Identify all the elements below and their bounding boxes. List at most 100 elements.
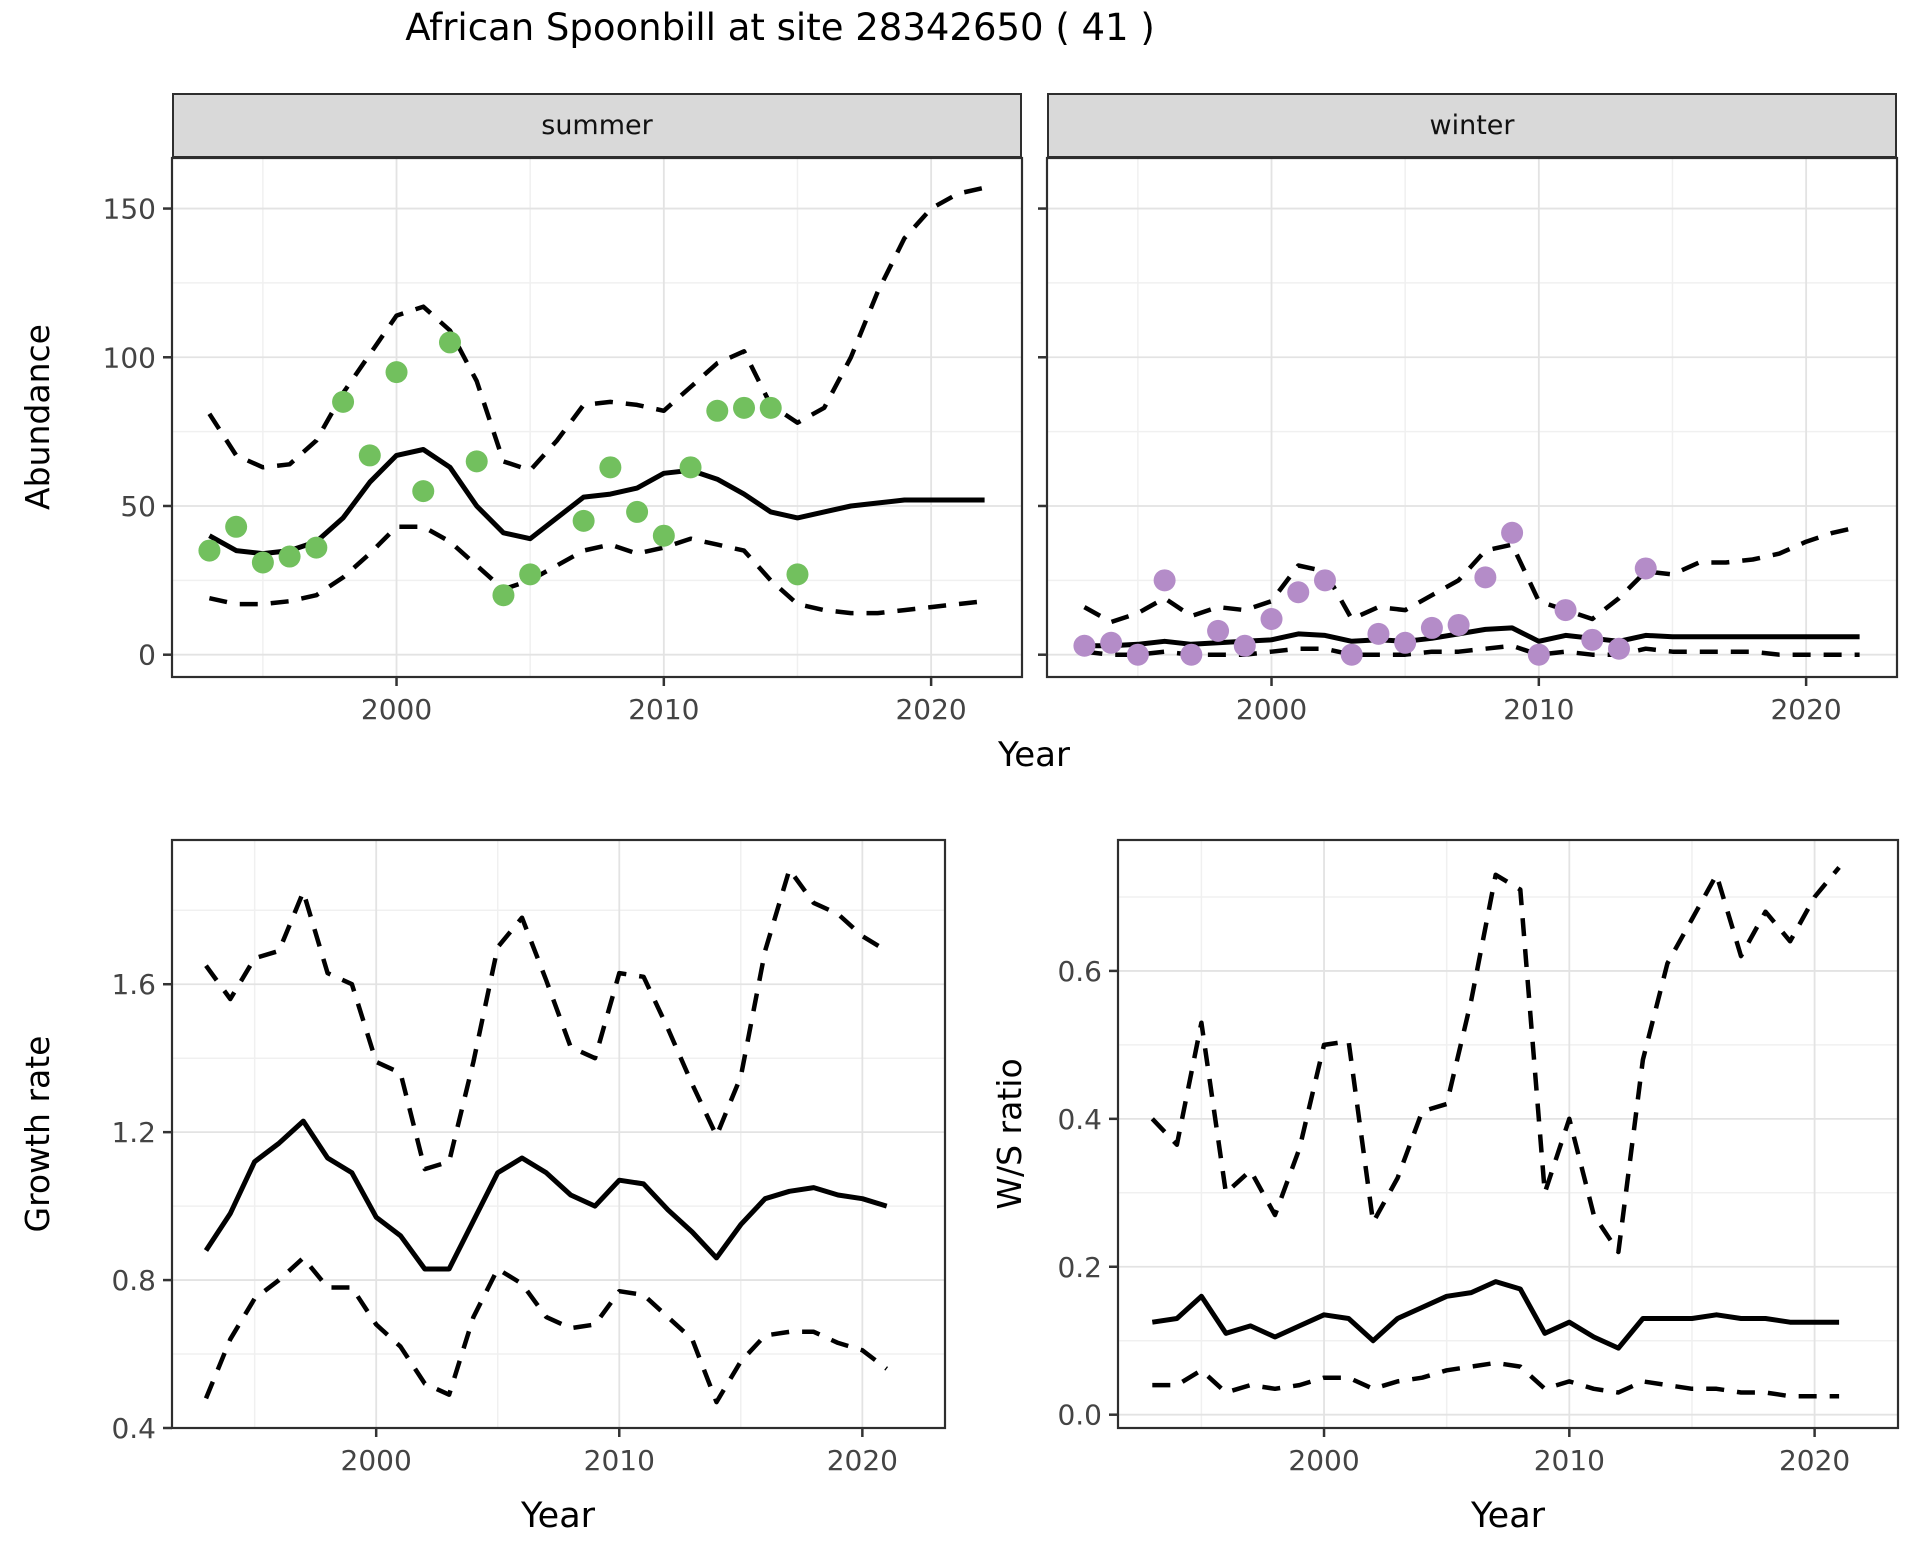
- observation-point: [412, 480, 435, 503]
- median-line: [1151, 1279, 1840, 1351]
- x-tick-label: 2020: [827, 1444, 898, 1477]
- y-tick-label: 1.2: [111, 1116, 156, 1149]
- x-tick-label: 2020: [1770, 693, 1841, 726]
- observation-point: [198, 539, 221, 562]
- x-axis-title-bottom-right: Year: [1470, 1496, 1546, 1536]
- observation-point: [706, 399, 729, 422]
- observation-point: [1608, 637, 1631, 660]
- lower-ci-line: [203, 1255, 889, 1405]
- observation-point: [1126, 643, 1149, 666]
- x-tick-label: 2010: [1534, 1444, 1605, 1477]
- panel-ws-ratio: 2000 2010 2020 0.0 0.2 0.4 0.6: [1057, 838, 1900, 1477]
- observation-point: [519, 563, 542, 586]
- upper-ci-line: [1083, 524, 1861, 625]
- x-tick-label: 2000: [341, 1444, 412, 1477]
- median-line: [208, 447, 985, 557]
- observation-point: [1527, 643, 1550, 666]
- observation-point: [759, 396, 782, 419]
- observation-point: [1634, 557, 1657, 580]
- observation-point: [599, 456, 622, 479]
- facet-strip-summer-label: summer: [541, 110, 653, 141]
- observation-point: [626, 500, 649, 523]
- panel-border: [170, 838, 947, 1430]
- x-axis-title-bottom-left: Year: [520, 1496, 596, 1536]
- panel-abundance-summer: 2000 2010 2020 0 50 100 150: [103, 156, 1024, 726]
- x-tick-label: 2020: [1779, 1444, 1850, 1477]
- observation-point: [1260, 608, 1283, 631]
- observation-point: [225, 515, 248, 538]
- y-tick-label: 1.6: [111, 968, 156, 1001]
- y-axis-title-abundance: Abundance: [18, 324, 57, 510]
- panel-growth-rate: 2000 2010 2020 0.4 0.8 1.2 1.6: [111, 838, 947, 1477]
- x-axis-title-top: Year: [998, 735, 1070, 775]
- panel-abundance-winter: 2000 2010 2020: [1038, 156, 1899, 726]
- y-tick-label: 50: [120, 490, 156, 523]
- panel-border: [170, 156, 1024, 679]
- observation-point: [679, 456, 702, 479]
- observation-point: [1340, 643, 1363, 666]
- observation-point: [572, 509, 595, 532]
- facet-strip-summer: summer: [172, 93, 1022, 158]
- observation-point: [1394, 631, 1417, 654]
- observation-point: [1180, 643, 1203, 666]
- observation-point: [1313, 569, 1336, 592]
- observation-point: [1474, 566, 1497, 589]
- y-tick-label: 0.4: [111, 1412, 156, 1445]
- observation-point: [733, 396, 756, 419]
- observation-point: [358, 444, 381, 467]
- upper-ci-line: [204, 867, 888, 1172]
- y-tick-label: 0.2: [1057, 1251, 1102, 1284]
- observation-point: [652, 524, 675, 547]
- lower-ci-line: [1152, 1360, 1840, 1399]
- y-tick-label: 100: [103, 341, 156, 374]
- observation-point: [1501, 521, 1524, 544]
- facet-strip-winter: winter: [1047, 93, 1897, 158]
- upper-ci-line: [1150, 865, 1841, 1255]
- y-axis-title-growth-rate: Growth rate: [18, 1035, 57, 1233]
- observation-point: [278, 545, 301, 568]
- observation-point: [251, 551, 274, 574]
- lower-ci-line: [208, 524, 985, 616]
- y-tick-label: 0.0: [1057, 1399, 1102, 1432]
- observation-point: [1581, 628, 1604, 651]
- observation-point: [1207, 619, 1230, 642]
- observation-point: [1233, 634, 1256, 657]
- facet-strip-winter-label: winter: [1429, 110, 1515, 141]
- panel-border: [1045, 156, 1899, 679]
- x-tick-label: 2010: [584, 1444, 655, 1477]
- observation-point: [332, 390, 355, 413]
- observation-point: [1420, 616, 1443, 639]
- y-tick-label: 0.4: [1057, 1103, 1102, 1136]
- observation-point: [465, 450, 488, 473]
- y-tick-label: 150: [103, 193, 156, 226]
- y-axis-title-ws-ratio: W/S ratio: [990, 1058, 1029, 1210]
- observation-point: [305, 536, 328, 559]
- observation-point: [385, 361, 408, 384]
- observation-point: [1100, 631, 1123, 654]
- observation-point: [1153, 569, 1176, 592]
- x-tick-label: 2020: [895, 693, 966, 726]
- observation-point: [1367, 622, 1390, 645]
- x-tick-label: 2000: [1236, 693, 1307, 726]
- median-line: [203, 1118, 888, 1272]
- lower-ci-line: [1084, 643, 1860, 657]
- x-tick-label: 2010: [1503, 693, 1574, 726]
- observation-point: [1554, 599, 1577, 622]
- observation-point: [1073, 634, 1096, 657]
- median-line: [1084, 625, 1860, 649]
- observation-point: [1447, 613, 1470, 636]
- y-tick-label: 0: [138, 639, 156, 672]
- observation-point: [1287, 581, 1310, 604]
- observation-point: [786, 563, 809, 586]
- observation-point: [492, 584, 515, 607]
- panel-border: [1116, 838, 1900, 1430]
- y-tick-label: 0.8: [111, 1264, 156, 1297]
- page-title: African Spoonbill at site 28342650 ( 41 …: [405, 6, 1155, 49]
- x-tick-label: 2000: [361, 693, 432, 726]
- x-tick-label: 2010: [628, 693, 699, 726]
- x-tick-label: 2000: [1288, 1444, 1359, 1477]
- y-tick-label: 0.6: [1057, 955, 1102, 988]
- observation-point: [438, 331, 461, 354]
